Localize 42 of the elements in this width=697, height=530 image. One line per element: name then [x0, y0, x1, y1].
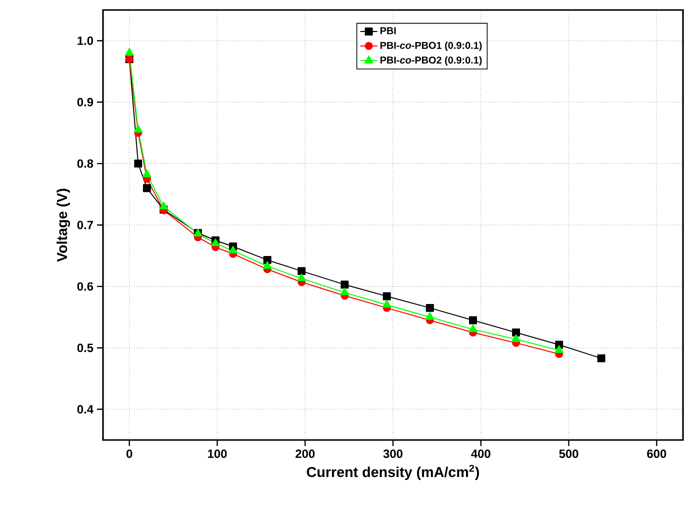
- point: [262, 261, 272, 269]
- x-tick-label: 0: [126, 450, 132, 458]
- point: [426, 312, 434, 320]
- point: [468, 324, 478, 332]
- point: [159, 202, 168, 210]
- x-tick-label: 600: [647, 450, 666, 458]
- legend-label: PBI-co-PBO1 (0.9:0.1): [380, 42, 482, 51]
- y-tick-label: 0.6: [77, 282, 94, 291]
- point: [554, 345, 564, 354]
- x-axis-title: Current density (mA/cm$^{2}$): [306, 464, 480, 480]
- point: [142, 184, 151, 192]
- x-tick-label: 100: [208, 450, 227, 458]
- point: [340, 288, 350, 296]
- y-tick-label: 1.0: [78, 36, 94, 45]
- legend-label: PBI-co-PBO2 (0.9:0.1): [380, 56, 482, 66]
- point: [512, 334, 520, 342]
- point: [512, 328, 520, 336]
- y-tick-label: 0.7: [77, 220, 93, 230]
- x-tick-label: 200: [296, 450, 315, 458]
- y-tick-label: 0.4: [77, 405, 94, 414]
- y-tick-label: 0.5: [77, 344, 94, 352]
- point: [263, 256, 272, 264]
- x-tick-label: 500: [559, 450, 578, 458]
- y-tick-label: 0.8: [77, 159, 94, 168]
- point: [382, 300, 392, 308]
- point: [124, 48, 134, 56]
- point: [142, 170, 152, 178]
- y-axis-title: Voltage (V): [56, 188, 70, 262]
- point: [468, 316, 477, 324]
- point: [426, 304, 434, 312]
- point: [597, 354, 606, 362]
- y-tick-label: 0.9: [77, 98, 94, 106]
- x-tick-label: 300: [383, 450, 402, 458]
- x-tick-label: 400: [471, 450, 490, 458]
- point: [228, 246, 238, 254]
- point: [134, 160, 142, 168]
- point: [298, 267, 306, 276]
- point: [134, 124, 143, 133]
- point: [340, 280, 349, 289]
- point: [297, 273, 306, 282]
- legend-label: PBI: [380, 27, 396, 34]
- point: [382, 292, 391, 300]
